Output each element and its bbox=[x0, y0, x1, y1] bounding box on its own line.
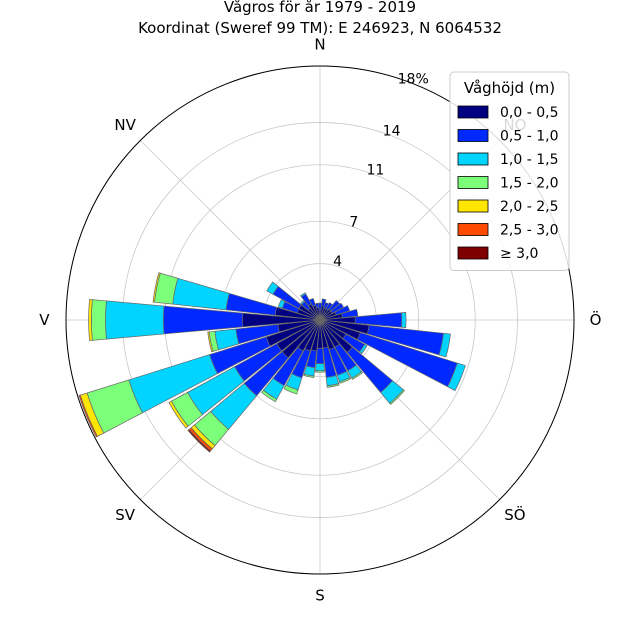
rose-bar-315-bin-2 bbox=[300, 300, 306, 306]
rose-bar-213.75-bin-3 bbox=[261, 389, 278, 403]
legend-swatch-3 bbox=[457, 176, 489, 189]
rose-bar-326.25-bin-2 bbox=[300, 292, 307, 298]
legend-label-4: 2,0 - 2,5 bbox=[500, 199, 558, 215]
rose-bar-157.5-bin-3 bbox=[338, 377, 352, 384]
direction-label-N: N bbox=[314, 35, 325, 53]
rose-bar-123.75-bin-2 bbox=[359, 343, 368, 355]
legend-swatch-4 bbox=[457, 199, 489, 213]
rose-bar-112.5-bin-2 bbox=[447, 362, 466, 392]
polar-frame bbox=[65, 65, 575, 575]
rose-bar-281.25-bin-4 bbox=[152, 272, 161, 303]
chart-title: Vågros för år 1979 - 2019 bbox=[224, 0, 416, 16]
rose-bar-348.75-bin-1 bbox=[314, 302, 320, 309]
rose-bar-180-bin-1 bbox=[315, 347, 325, 365]
legend-label-0: 0,0 - 0,5 bbox=[500, 105, 558, 121]
legend-swatch-1 bbox=[457, 129, 489, 142]
rose-bars bbox=[78, 272, 466, 453]
rose-bar-90-bin-2 bbox=[401, 311, 407, 329]
rose-bar-270-bin-3 bbox=[91, 299, 107, 341]
legend-label-3: 1,5 - 2,0 bbox=[500, 176, 558, 192]
rose-bar-146.25-bin-3 bbox=[351, 371, 363, 380]
rose-bar-78.75-bin-1 bbox=[341, 308, 359, 318]
direction-label-Ö: Ö bbox=[590, 310, 602, 329]
legend-label-2: 1,0 - 1,5 bbox=[500, 152, 558, 168]
rose-bar-168.75-bin-3 bbox=[326, 383, 340, 388]
legend: Våghöjd (m) 0,0 - 0,5 0,5 - 1,0 1,0 - 1,5 1,… bbox=[449, 71, 570, 271]
chart-subtitle: Koordinat (Sweref 99 TM): E 246923, N 60… bbox=[138, 19, 502, 37]
rose-bar-281.25-bin-2 bbox=[172, 277, 230, 311]
radial-tick-labels: 4 7 11 14 18% bbox=[333, 71, 429, 270]
legend-label-5: 2,5 - 3,0 bbox=[500, 223, 558, 239]
legend-label-1: 0,5 - 1,0 bbox=[500, 129, 558, 145]
radial-tick-label-1: 7 bbox=[349, 215, 358, 231]
radial-tick-label-2: 11 bbox=[366, 163, 384, 179]
radial-tick-label-4: 18% bbox=[398, 71, 429, 87]
rose-bar-101.25-bin-2 bbox=[438, 332, 451, 358]
radial-tick-label-3: 14 bbox=[383, 123, 401, 139]
rose-bar-135-bin-3 bbox=[389, 389, 405, 405]
legend-swatch-2 bbox=[457, 152, 489, 166]
direction-label-V: V bbox=[39, 311, 50, 329]
rose-bar-270-bin-2 bbox=[105, 300, 165, 340]
rose-bar-247.5-bin-5 bbox=[78, 394, 98, 438]
rose-bar-236.25-bin-4 bbox=[168, 400, 189, 429]
rose-bar-258.75-bin-4 bbox=[207, 331, 214, 353]
rose-bar-180-bin-2 bbox=[315, 363, 325, 372]
direction-label-SÖ: SÖ bbox=[504, 505, 525, 524]
radial-tick-label-0: 4 bbox=[333, 254, 342, 270]
legend-label-6: ≥ 3,0 bbox=[500, 246, 538, 262]
direction-label-NV: NV bbox=[114, 116, 136, 134]
rose-bar-202.5-bin-3 bbox=[283, 384, 299, 395]
legend-swatch-0 bbox=[457, 105, 489, 119]
direction-label-S: S bbox=[315, 587, 325, 605]
rose-bar-281.25-bin-1 bbox=[225, 292, 278, 316]
rose-bar-292.5-bin-2 bbox=[277, 299, 286, 309]
legend-box bbox=[449, 71, 570, 271]
legend-title: Våghöjd (m) bbox=[464, 79, 555, 97]
rose-bar-270-bin-4 bbox=[88, 299, 93, 341]
legend-swatch-5 bbox=[457, 223, 489, 236]
direction-label-SV: SV bbox=[115, 506, 136, 524]
rose-bar-191.25-bin-3 bbox=[303, 373, 315, 378]
rose-bar-225-bin-6 bbox=[187, 429, 211, 453]
rose-bar-303.75-bin-2 bbox=[266, 281, 279, 295]
rose-bar-180-bin-3 bbox=[314, 370, 326, 373]
grid-spoke-7 bbox=[140, 140, 321, 321]
legend-swatch-6 bbox=[457, 246, 489, 260]
